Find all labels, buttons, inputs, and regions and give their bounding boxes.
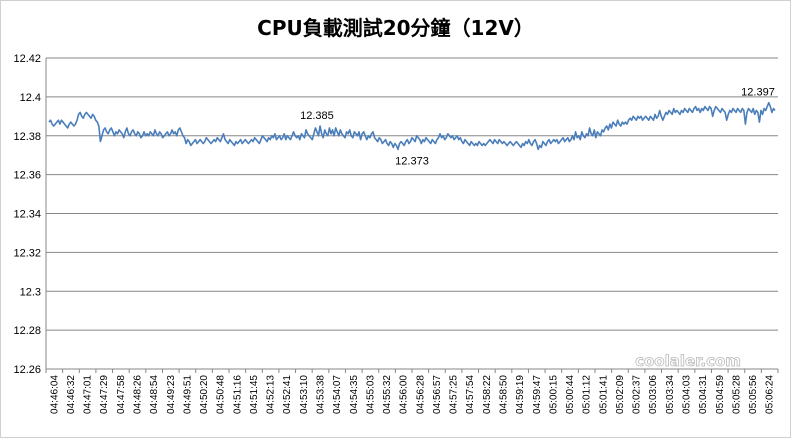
y-tick-label: 12.42 [13, 53, 41, 65]
x-tick-label: 04:49:23 [166, 375, 177, 414]
x-tick-label: 05:03:06 [648, 375, 659, 414]
x-tick-label: 05:05:56 [748, 375, 759, 414]
watermark: coolaler.com [635, 352, 741, 370]
x-tick-label: 04:51:16 [232, 375, 243, 414]
y-tick-label: 12.4 [20, 92, 41, 104]
chart-title: CPU負載測試20分鐘（12V） [257, 16, 534, 40]
x-tick-label: 04:49:51 [182, 375, 193, 414]
x-tick-label: 04:56:28 [415, 375, 426, 414]
x-tick-label: 05:05:28 [731, 375, 742, 414]
x-tick-label: 04:54:35 [349, 375, 360, 414]
x-tick-label: 04:58:50 [499, 375, 510, 414]
data-label: 12.397 [741, 87, 775, 99]
x-tick-label: 04:53:38 [316, 375, 327, 414]
x-tick-label: 04:58:22 [482, 375, 493, 414]
x-tick-label: 04:48:54 [149, 375, 160, 414]
x-tick-label: 04:52:13 [266, 375, 277, 414]
x-tick-label: 04:47:01 [83, 375, 94, 414]
x-tick-label: 04:57:25 [449, 375, 460, 414]
x-tick-label: 04:53:10 [299, 375, 310, 414]
x-tick-label: 04:56:57 [432, 375, 443, 414]
x-tick-label: 04:55:03 [365, 375, 376, 414]
x-axis-ticks: 04:46:04 04:46:32 04:47:01 04:47:29 04:47:58… [45, 369, 779, 414]
x-tick-label: 05:00:44 [565, 375, 576, 414]
x-tick-label: 05:00:15 [548, 375, 559, 414]
x-tick-label: 04:54:07 [332, 375, 343, 414]
x-tick-label: 05:04:03 [682, 375, 693, 414]
x-tick-label: 04:51:45 [249, 375, 260, 414]
x-tick-label: 04:46:04 [49, 375, 60, 414]
y-tick-label: 12.34 [13, 209, 41, 221]
y-tick-label: 12.26 [13, 364, 41, 376]
x-tick-label: 04:47:58 [116, 375, 127, 414]
x-tick-label: 05:04:31 [698, 375, 709, 414]
x-tick-label: 05:04:59 [715, 375, 726, 414]
data-label: 12.385 [300, 110, 334, 122]
y-axis-ticks: 12.42 12.4 12.38 12.36 12.34 12.32 12.3 12.28 12… [13, 53, 41, 376]
x-tick-label: 04:50:48 [216, 375, 227, 414]
y-tick-label: 12.36 [13, 170, 41, 182]
x-tick-label: 05:02:09 [615, 375, 626, 414]
x-tick-label: 05:01:12 [582, 375, 593, 414]
data-label: 12.373 [395, 155, 429, 167]
data-labels: 12.385 12.373 12.397 [300, 87, 775, 168]
x-tick-label: 04:50:20 [199, 375, 210, 414]
x-tick-label: 05:06:24 [765, 375, 776, 414]
x-tick-label: 04:56:00 [399, 375, 410, 414]
x-tick-label: 05:03:34 [665, 375, 676, 414]
x-tick-label: 04:47:29 [99, 375, 110, 414]
x-tick-label: 04:59:47 [532, 375, 543, 414]
x-tick-label: 04:52:41 [282, 375, 293, 414]
x-tick-label: 05:01:41 [598, 375, 609, 414]
y-tick-label: 12.3 [20, 286, 41, 298]
y-tick-label: 12.28 [13, 325, 41, 337]
gridlines [46, 57, 778, 331]
x-tick-label: 04:59:19 [515, 375, 526, 414]
x-tick-label: 04:55:32 [382, 375, 393, 414]
series-line [48, 101, 776, 151]
x-tick-label: 04:46:32 [66, 375, 77, 414]
x-tick-label: 05:02:37 [632, 375, 643, 414]
y-tick-label: 12.38 [13, 131, 41, 143]
x-tick-label: 04:48:26 [133, 375, 144, 414]
x-tick-label: 04:57:54 [465, 375, 476, 414]
y-tick-label: 12.32 [13, 247, 41, 259]
